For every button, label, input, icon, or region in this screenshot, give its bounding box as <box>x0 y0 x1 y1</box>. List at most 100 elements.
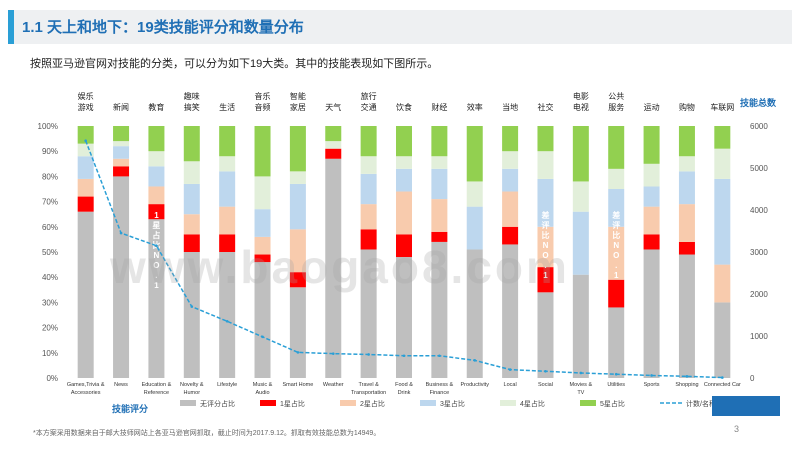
line-point-15 <box>614 372 618 376</box>
legend-label-2: 2星占比 <box>360 399 385 408</box>
x-tick-0-0: Games,Trivia & <box>67 382 105 388</box>
line-point-3 <box>190 305 194 308</box>
bar-7-series-1 <box>325 148 342 159</box>
y-tick-right-6: 6000 <box>750 122 768 131</box>
top-label-0-0: 娱乐 <box>78 91 94 101</box>
bar-5-series-5 <box>254 126 271 177</box>
bar-6-series-1 <box>289 272 306 288</box>
bar-18-series-3 <box>714 178 731 265</box>
bar-annotation-2-char-5: . <box>615 261 617 270</box>
x-tick-17-0: Shopping <box>675 382 698 388</box>
bar-4-series-0 <box>219 252 236 378</box>
intro-text: 按照亚马逊官网对技能的分类，可以分为如下19大类。其中的技能表现如下图所示。 <box>30 58 439 70</box>
bar-10-series-1 <box>431 231 448 242</box>
bar-15-series-5 <box>608 126 625 169</box>
x-tick-12-0: Local <box>504 382 517 388</box>
line-point-6 <box>296 351 300 354</box>
bar-12-series-1 <box>502 226 519 245</box>
y-tick-left-3: 30% <box>42 298 58 307</box>
legend-label-0: 无评分占比 <box>200 399 235 408</box>
top-label-3-1: 搞笑 <box>184 102 200 112</box>
bar-1-series-5 <box>113 126 130 142</box>
bar-14-series-3 <box>572 211 589 275</box>
bar-2-series-4 <box>148 151 165 167</box>
y-tick-left-5: 50% <box>42 248 58 257</box>
bar-11-series-3 <box>466 206 483 250</box>
y-tick-left-9: 90% <box>42 147 58 156</box>
x-tick-9-0: Food & <box>395 382 413 388</box>
top-label-13-0: 社交 <box>537 102 553 112</box>
y-tick-left-4: 40% <box>42 273 58 282</box>
bar-5-series-1 <box>254 254 271 263</box>
top-label-14-0: 电影 <box>573 91 589 101</box>
bar-13-series-1 <box>537 267 554 293</box>
bar-15-series-0 <box>608 307 625 378</box>
bar-6-series-3 <box>289 183 306 230</box>
legend-swatch-2 <box>340 400 356 406</box>
bar-5-series-0 <box>254 262 271 378</box>
bar-6-series-4 <box>289 171 306 184</box>
bar-6-series-2 <box>289 229 306 273</box>
bar-15-series-4 <box>608 168 625 189</box>
legend-swatch-3 <box>420 400 436 406</box>
line-point-13 <box>544 369 547 373</box>
watermark: www.baogao8.com <box>110 241 570 293</box>
bar-7-series-0 <box>325 158 342 378</box>
line-point-16 <box>650 374 653 377</box>
bar-18-series-5 <box>714 126 731 149</box>
line-point-17 <box>685 375 689 378</box>
title-bar <box>8 10 792 44</box>
bar-8-series-5 <box>360 126 377 157</box>
page-title: 1.1 天上和地下：19类技能评分和数量分布 <box>22 19 304 36</box>
bar-15-series-2 <box>608 226 625 280</box>
bar-annotation-1-char-5: . <box>544 261 546 270</box>
bar-annotation-1-char-2: 比 <box>541 230 549 240</box>
bar-12-series-2 <box>502 191 519 227</box>
line-point-1 <box>119 231 123 235</box>
bar-6-series-0 <box>289 287 306 378</box>
bar-annotation-1-char-3: N <box>543 241 549 250</box>
bar-9-series-1 <box>396 234 412 258</box>
bar-2-series-5 <box>148 126 165 152</box>
bar-annotation-1-char-0: 差 <box>540 210 549 220</box>
bar-13-series-2 <box>537 226 554 268</box>
legend-label-4: 4星占比 <box>520 399 545 408</box>
bar-annotation-0-char-4: N <box>154 251 160 260</box>
bar-4-series-5 <box>219 126 236 157</box>
bar-9-series-5 <box>396 126 412 157</box>
bar-10-series-2 <box>431 199 448 232</box>
bar-16-series-5 <box>643 126 660 164</box>
top-label-9-0: 饮食 <box>396 102 412 112</box>
bar-7-series-5 <box>325 126 342 142</box>
bar-annotation-2-char-2: 比 <box>612 230 620 240</box>
top-label-5-0: 音乐 <box>255 91 271 101</box>
bar-15-series-1 <box>608 279 625 308</box>
bar-17-series-5 <box>678 126 695 157</box>
bar-13-series-0 <box>537 292 554 378</box>
bar-2-series-3 <box>148 166 165 187</box>
x-tick-15-0: Utilities <box>607 382 625 388</box>
bar-5-series-3 <box>254 209 271 237</box>
bar-annotation-0-char-0: 1 <box>154 211 159 220</box>
x-tick-6-0: Smart Home <box>282 382 313 388</box>
bar-1-series-2 <box>113 158 130 167</box>
bar-10-series-3 <box>431 168 448 200</box>
legend-swatch-5 <box>580 400 596 406</box>
bar-15-series-3 <box>608 189 625 227</box>
y-tick-left-1: 10% <box>42 349 58 358</box>
bar-14-series-5 <box>572 126 589 182</box>
legend-label-1: 1星占比 <box>280 399 305 408</box>
legend-label-line: 计数/名称 <box>686 399 716 408</box>
top-label-15-1: 服务 <box>608 102 624 112</box>
top-label-4-0: 生活 <box>219 102 235 112</box>
bar-annotation-2-char-4: O <box>613 251 619 260</box>
footnote: *本方案采用数据来自于邮大技师网站上各亚马逊官网抓取，截止时间为2017.9.1… <box>33 430 381 437</box>
bar-5-series-2 <box>254 236 271 255</box>
bar-14-series-4 <box>572 181 589 212</box>
bar-12-series-3 <box>502 168 519 192</box>
bar-3-series-5 <box>183 126 200 162</box>
y-tick-right-2: 2000 <box>750 290 768 299</box>
bar-18-series-0 <box>714 302 731 378</box>
y-axis-left-title: 技能评分 <box>112 403 148 414</box>
decorative-ribbon <box>712 396 780 416</box>
